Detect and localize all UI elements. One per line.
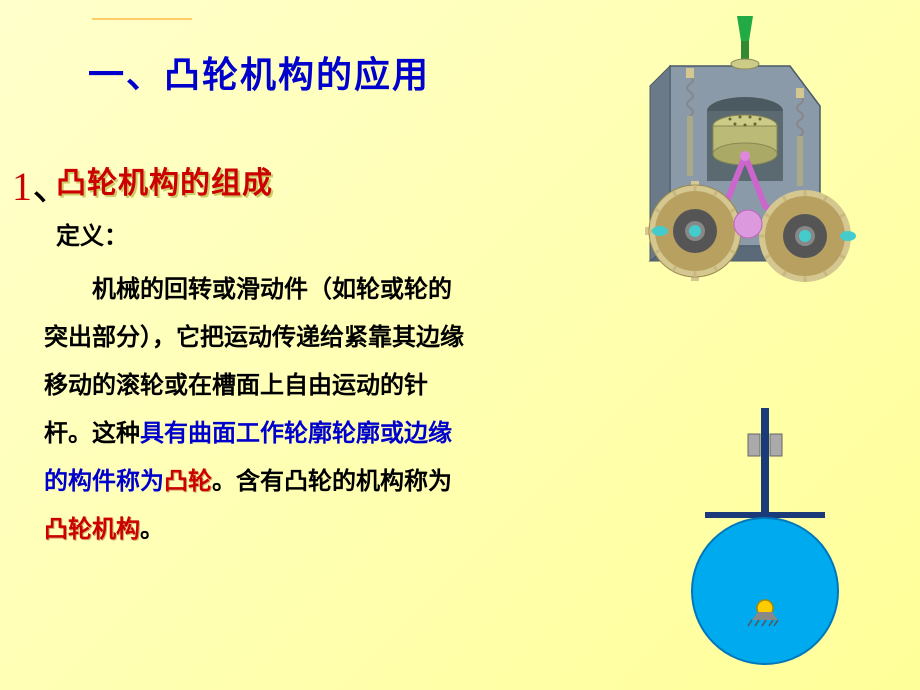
definition-label: 定义： [56,216,128,251]
section-number-digit: 1 [12,164,32,209]
section-title-text: 凸轮机构的组成 [56,167,273,200]
follower-rod [761,408,769,516]
cam-follower-diagram [670,408,860,668]
body-keyword-1: 凸轮 [164,469,212,495]
guide-left [748,434,760,456]
guide-right [770,434,782,456]
cam-disk [692,518,838,664]
body-paragraph: 机械的回转或滑动件（如轮或轮的突出部分），它把运动传递给紧靠其边缘移动的滚轮或在… [44,266,474,554]
main-title-text: 一、凸轮机构的应用 [88,55,430,95]
title-underline [92,18,192,20]
main-title: 一、凸轮机构的应用 [88,46,430,98]
mechanism-illustration [590,6,890,316]
body-p2: 。含有凸轮的机构称为 [212,469,452,495]
body-keyword-2: 凸轮机构 [44,517,140,543]
section-title: 凸轮机构的组成 [56,158,273,202]
body-p3: 。 [140,517,164,543]
